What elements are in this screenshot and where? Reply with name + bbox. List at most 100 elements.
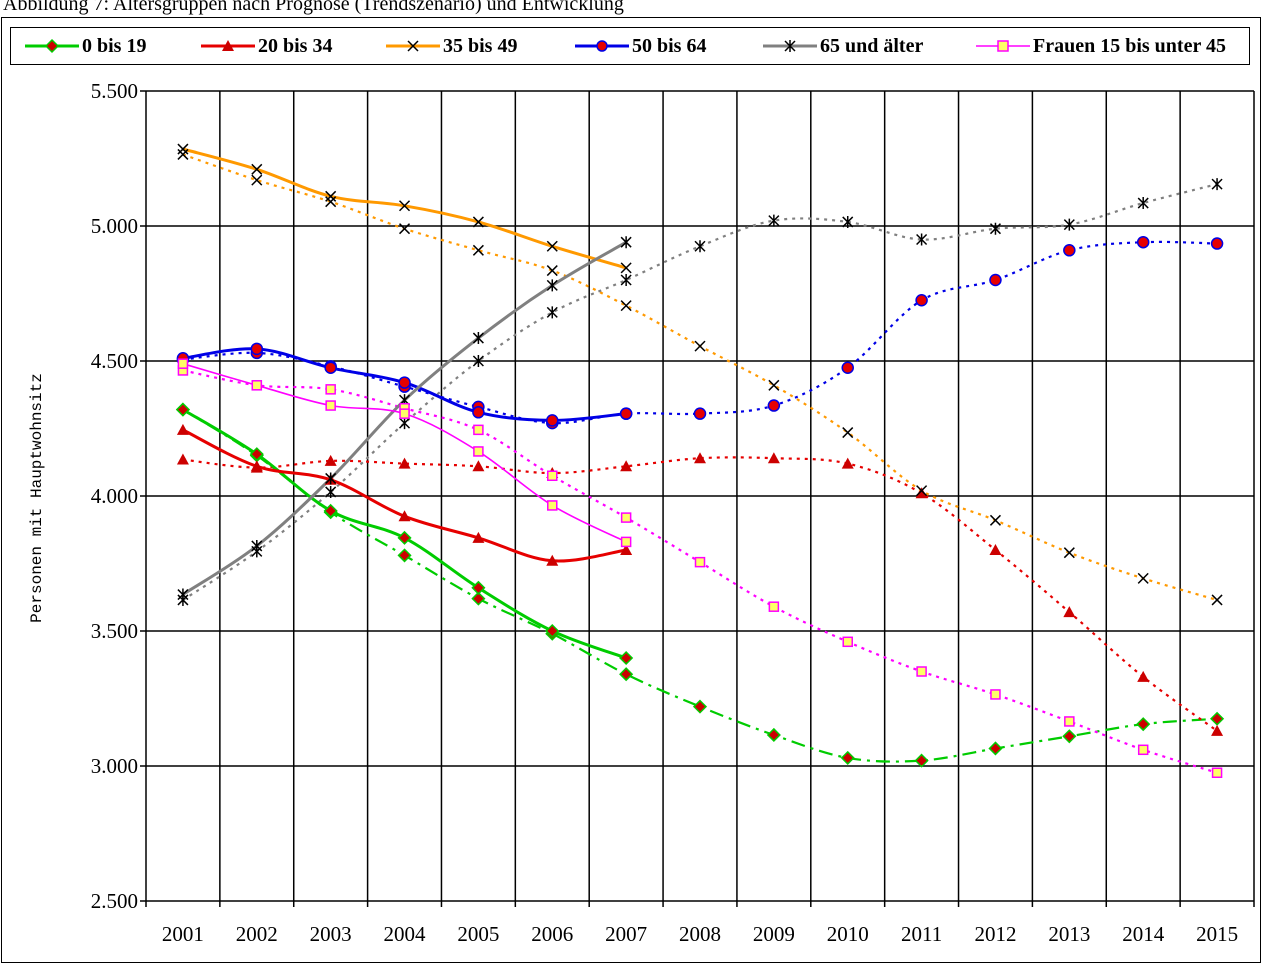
x-tick-label: 2010 xyxy=(827,922,869,946)
forecast-point-series-4-12 xyxy=(1063,218,1075,231)
forecast-point-series-1-10 xyxy=(915,487,928,499)
actual-point-series-1-0 xyxy=(176,423,189,435)
legend-item-20-bis-34[interactable]: 20 bis 34 xyxy=(201,28,332,64)
forecast-point-series-2-3 xyxy=(399,223,411,235)
forecast-point-series-3-7 xyxy=(693,407,707,420)
forecast-point-series-3-11 xyxy=(989,273,1002,287)
legend-swatch-20-bis-34 xyxy=(201,40,255,51)
forecast-point-series-2-6 xyxy=(620,300,632,312)
legend-item-35-bis-49[interactable]: 35 bis 49 xyxy=(386,28,517,64)
x-tick-label: 2005 xyxy=(457,922,499,946)
forecast-line-series-1 xyxy=(182,456,1218,732)
y-tick-label: 3.500 xyxy=(91,619,138,643)
forecast-point-series-5-13 xyxy=(1137,744,1149,756)
actual-point-series-0-3 xyxy=(397,530,412,545)
legend-item-65-und-aelter[interactable]: 65 und älter xyxy=(763,28,923,64)
x-tick-label: 2001 xyxy=(162,922,204,946)
forecast-point-series-1-9 xyxy=(841,457,854,469)
y-tick-label: 4.000 xyxy=(91,484,138,508)
forecast-point-series-2-9 xyxy=(842,427,854,439)
forecast-point-series-1-4 xyxy=(472,460,485,472)
y-tick-label: 5.000 xyxy=(91,214,138,238)
forecast-point-series-2-0 xyxy=(177,148,189,160)
forecast-point-series-1-14 xyxy=(1211,724,1224,736)
actual-point-series-4-4 xyxy=(472,332,484,345)
legend-item-frauen-15-bis-unter-45[interactable]: Frauen 15 bis unter 45 xyxy=(976,28,1226,64)
forecast-point-series-5-12 xyxy=(1064,716,1075,727)
actual-point-series-3-6 xyxy=(619,407,633,420)
series-layer xyxy=(175,143,1225,778)
figure-caption: Abbildung 7: Altersgruppen nach Prognose… xyxy=(3,0,624,15)
x-tick-label: 2009 xyxy=(753,922,795,946)
forecast-point-series-0-9 xyxy=(840,750,855,765)
forecast-line-series-3 xyxy=(182,240,1218,425)
forecast-point-series-1-12 xyxy=(1063,606,1076,618)
forecast-point-series-0-12 xyxy=(1062,729,1077,744)
chart-frame xyxy=(1,17,1261,963)
forecast-point-series-1-8 xyxy=(767,452,780,464)
forecast-point-series-4-7 xyxy=(694,240,706,253)
actual-point-series-2-1 xyxy=(251,163,263,175)
y-tick-label: 5.500 xyxy=(91,79,138,103)
forecast-point-series-2-11 xyxy=(989,514,1002,526)
forecast-point-series-5-6 xyxy=(620,512,632,523)
actual-point-series-4-2 xyxy=(325,472,337,485)
legend-label-35-bis-49: 35 bis 49 xyxy=(443,34,518,57)
x-tick-label: 2006 xyxy=(531,922,573,946)
forecast-point-series-4-14 xyxy=(1211,178,1223,191)
legend-swatch-0-bis-19 xyxy=(25,38,79,54)
forecast-point-series-4-9 xyxy=(842,215,854,228)
forecast-point-series-1-6 xyxy=(620,460,633,472)
legend-label-50-bis-64: 50 bis 64 xyxy=(632,34,707,57)
forecast-point-series-3-12 xyxy=(1063,244,1076,257)
actual-point-series-3-3 xyxy=(398,376,411,389)
forecast-point-series-2-8 xyxy=(768,379,780,391)
forecast-point-series-5-14 xyxy=(1211,767,1223,778)
x-tick-label: 2007 xyxy=(605,922,647,946)
forecast-point-series-3-8 xyxy=(767,399,781,412)
forecast-point-series-4-11 xyxy=(989,222,1002,235)
x-tick-label: 2014 xyxy=(1122,922,1165,946)
actual-point-series-0-0 xyxy=(175,402,190,417)
y-tick-label: 3.000 xyxy=(91,754,138,778)
forecast-point-series-4-8 xyxy=(768,214,780,227)
actual-point-series-2-3 xyxy=(399,200,411,212)
forecast-point-series-3-13 xyxy=(1136,235,1150,249)
legend-item-0-bis-19[interactable]: 0 bis 19 xyxy=(25,28,146,64)
legend-label-frauen: Frauen 15 bis unter 45 xyxy=(1033,34,1226,57)
x-tick-label: 2011 xyxy=(901,922,942,946)
actual-point-series-0-2 xyxy=(323,503,338,518)
forecast-point-series-1-2 xyxy=(324,454,337,466)
x-tick-label: 2004 xyxy=(384,922,427,946)
actual-point-series-2-2 xyxy=(325,190,337,202)
actual-line-series-2 xyxy=(182,147,627,270)
actual-point-series-4-0 xyxy=(177,588,189,601)
forecast-point-series-0-7 xyxy=(692,699,708,714)
actual-point-series-0-5 xyxy=(545,623,560,639)
forecast-point-series-1-0 xyxy=(176,453,189,465)
actual-point-series-4-6 xyxy=(620,236,632,249)
x-tick-label: 2003 xyxy=(310,922,352,946)
forecast-point-series-4-3 xyxy=(399,417,411,430)
forecast-point-series-5-10 xyxy=(916,666,927,677)
forecast-line-series-2 xyxy=(182,153,1218,602)
x-tick-label: 2013 xyxy=(1048,922,1090,946)
forecast-point-series-2-4 xyxy=(472,244,484,256)
actual-point-series-3-4 xyxy=(472,406,485,419)
actual-point-series-1-5 xyxy=(546,554,559,566)
forecast-point-series-0-14 xyxy=(1210,711,1225,726)
legend-label-65-und-aelter: 65 und älter xyxy=(820,34,924,57)
forecast-point-series-4-6 xyxy=(620,274,632,286)
forecast-point-series-5-2 xyxy=(325,384,336,395)
actual-point-series-5-6 xyxy=(620,536,632,548)
forecast-point-series-5-4 xyxy=(473,424,484,436)
actual-point-series-5-1 xyxy=(251,380,263,391)
legend-item-50-bis-64[interactable]: 50 bis 64 xyxy=(575,28,706,64)
actual-point-series-0-1 xyxy=(249,447,264,462)
chart-legend: 0 bis 19 20 bis 34 35 bis 49 50 bis 64 6… xyxy=(10,27,1250,65)
forecast-point-series-5-8 xyxy=(768,601,780,612)
actual-point-series-1-6 xyxy=(620,544,633,555)
forecast-point-series-3-10 xyxy=(915,294,928,307)
forecast-point-series-2-7 xyxy=(694,340,706,352)
